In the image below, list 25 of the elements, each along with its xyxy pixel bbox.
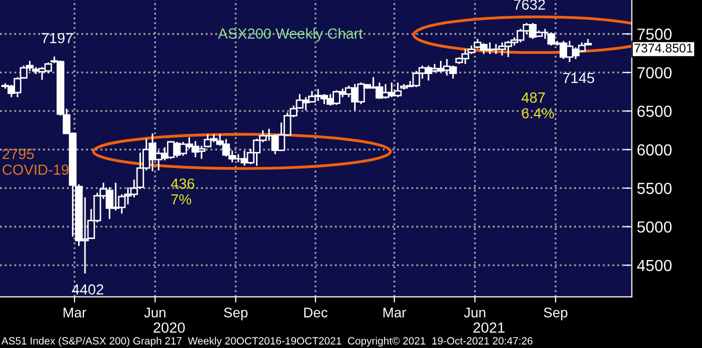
annotation: 487 6.4% [522, 92, 554, 118]
y-tick-label: 7500 [637, 28, 672, 40]
y-tick-label: 7000 [637, 67, 672, 78]
x-tick-label: Sep [544, 308, 568, 320]
annotation: 2795 COVID-19 [2, 148, 68, 175]
annotation: 7145 [563, 72, 594, 84]
annotation: 7197 [42, 32, 73, 44]
y-tick-label: 5500 [637, 182, 672, 194]
annotation: 4402 [72, 284, 104, 295]
x-tick-label: Jun [144, 308, 166, 318]
annotation: 436 7% [170, 178, 194, 204]
text: 7374.8501 [634, 44, 692, 53]
y-tick-label: 4500 [637, 260, 672, 272]
x2-tick-label: 2021 [473, 322, 504, 333]
y-tick-label: 6000 [637, 144, 672, 156]
x2-tick-label: 2020 [154, 322, 185, 333]
text: AS51 Index (S&P/ASX 200) Graph 217 Weekly 20OCT2016-19OCT2021 Copyright© 2021 19-Oct-2021 20:47:26 [1, 336, 532, 347]
y-tick-label: 5000 [637, 221, 672, 233]
x-tick-label: Sep [224, 308, 248, 320]
x-tick-label: Dec [304, 308, 328, 318]
y-tick-label: 6500 [637, 106, 672, 117]
x-tick-label: Mar [64, 308, 86, 318]
x-tick-label: Mar [384, 308, 406, 318]
x-tick-label: Jun [464, 308, 486, 318]
text: ASX200 Weekly Chart [218, 28, 363, 42]
